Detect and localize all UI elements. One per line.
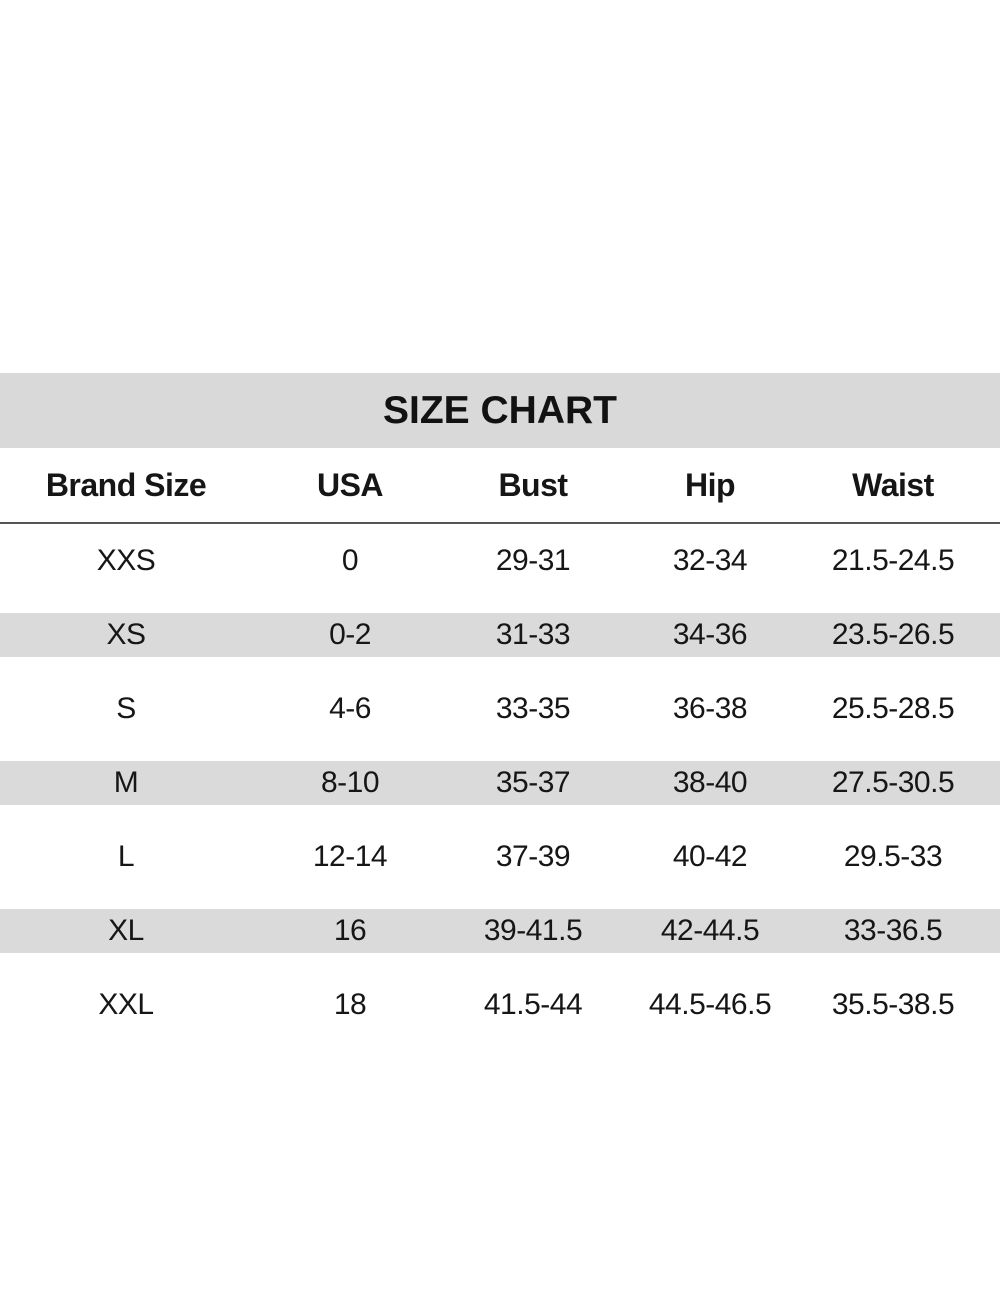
cell-bust: 29-31 — [495, 544, 571, 577]
cell-usa: 8-10 — [320, 766, 380, 799]
cell-hip: 44.5-46.5 — [648, 988, 772, 1021]
cell-hip: 40-42 — [672, 840, 748, 873]
column-header-row: Brand Size USA Bust Hip Waist — [0, 448, 1000, 524]
table-row-m: M 8-10 35-37 38-40 27.5-30.5 — [0, 746, 1000, 820]
page-title: SIZE CHART — [383, 388, 617, 432]
cell-usa: 4-6 — [329, 692, 371, 725]
size-chart-table: SIZE CHART Brand Size USA Bust Hip Waist… — [0, 373, 1000, 1042]
cell-waist: 27.5-30.5 — [831, 766, 955, 799]
cell-usa: 16 — [333, 914, 367, 947]
cell-waist: 25.5-28.5 — [831, 692, 955, 725]
cell-brand-size: S — [116, 692, 136, 725]
table-row-s: S 4-6 33-35 36-38 25.5-28.5 — [0, 672, 1000, 746]
cell-brand-size: M — [113, 766, 139, 799]
cell-brand-size: XXS — [96, 544, 156, 577]
table-row-xxs: XXS 0 29-31 32-34 21.5-24.5 — [0, 524, 1000, 598]
cell-brand-size: XL — [108, 914, 144, 947]
cell-waist: 33-36.5 — [843, 914, 943, 947]
column-header-hip: Hip — [684, 467, 736, 503]
cell-bust: 31-33 — [495, 618, 571, 651]
cell-usa: 0 — [341, 544, 359, 577]
cell-waist: 23.5-26.5 — [831, 618, 955, 651]
cell-bust: 41.5-44 — [483, 988, 583, 1021]
cell-usa: 12-14 — [312, 840, 388, 873]
cell-waist: 29.5-33 — [843, 840, 943, 873]
cell-bust: 33-35 — [495, 692, 571, 725]
cell-hip: 32-34 — [672, 544, 748, 577]
title-band: SIZE CHART — [0, 373, 1000, 448]
cell-bust: 39-41.5 — [483, 914, 583, 947]
column-header-waist: Waist — [852, 467, 934, 503]
cell-bust: 37-39 — [495, 840, 571, 873]
column-header-brand-size: Brand Size — [45, 467, 207, 503]
table-row-xs: XS 0-2 31-33 34-36 23.5-26.5 — [0, 598, 1000, 672]
cell-usa: 18 — [333, 988, 367, 1021]
table-row-l: L 12-14 37-39 40-42 29.5-33 — [0, 820, 1000, 894]
cell-brand-size: L — [117, 840, 135, 873]
cell-bust: 35-37 — [495, 766, 571, 799]
table-row-xxl: XXL 18 41.5-44 44.5-46.5 35.5-38.5 — [0, 968, 1000, 1042]
column-header-usa: USA — [316, 467, 384, 503]
cell-brand-size: XS — [106, 618, 146, 651]
cell-hip: 36-38 — [672, 692, 748, 725]
cell-brand-size: XXL — [98, 988, 154, 1021]
cell-hip: 38-40 — [672, 766, 748, 799]
column-header-bust: Bust — [498, 467, 568, 503]
cell-usa: 0-2 — [329, 618, 371, 651]
cell-waist: 35.5-38.5 — [831, 988, 955, 1021]
cell-hip: 42-44.5 — [660, 914, 760, 947]
top-whitespace — [0, 0, 1000, 373]
table-row-xl: XL 16 39-41.5 42-44.5 33-36.5 — [0, 894, 1000, 968]
cell-waist: 21.5-24.5 — [831, 544, 955, 577]
cell-hip: 34-36 — [672, 618, 748, 651]
